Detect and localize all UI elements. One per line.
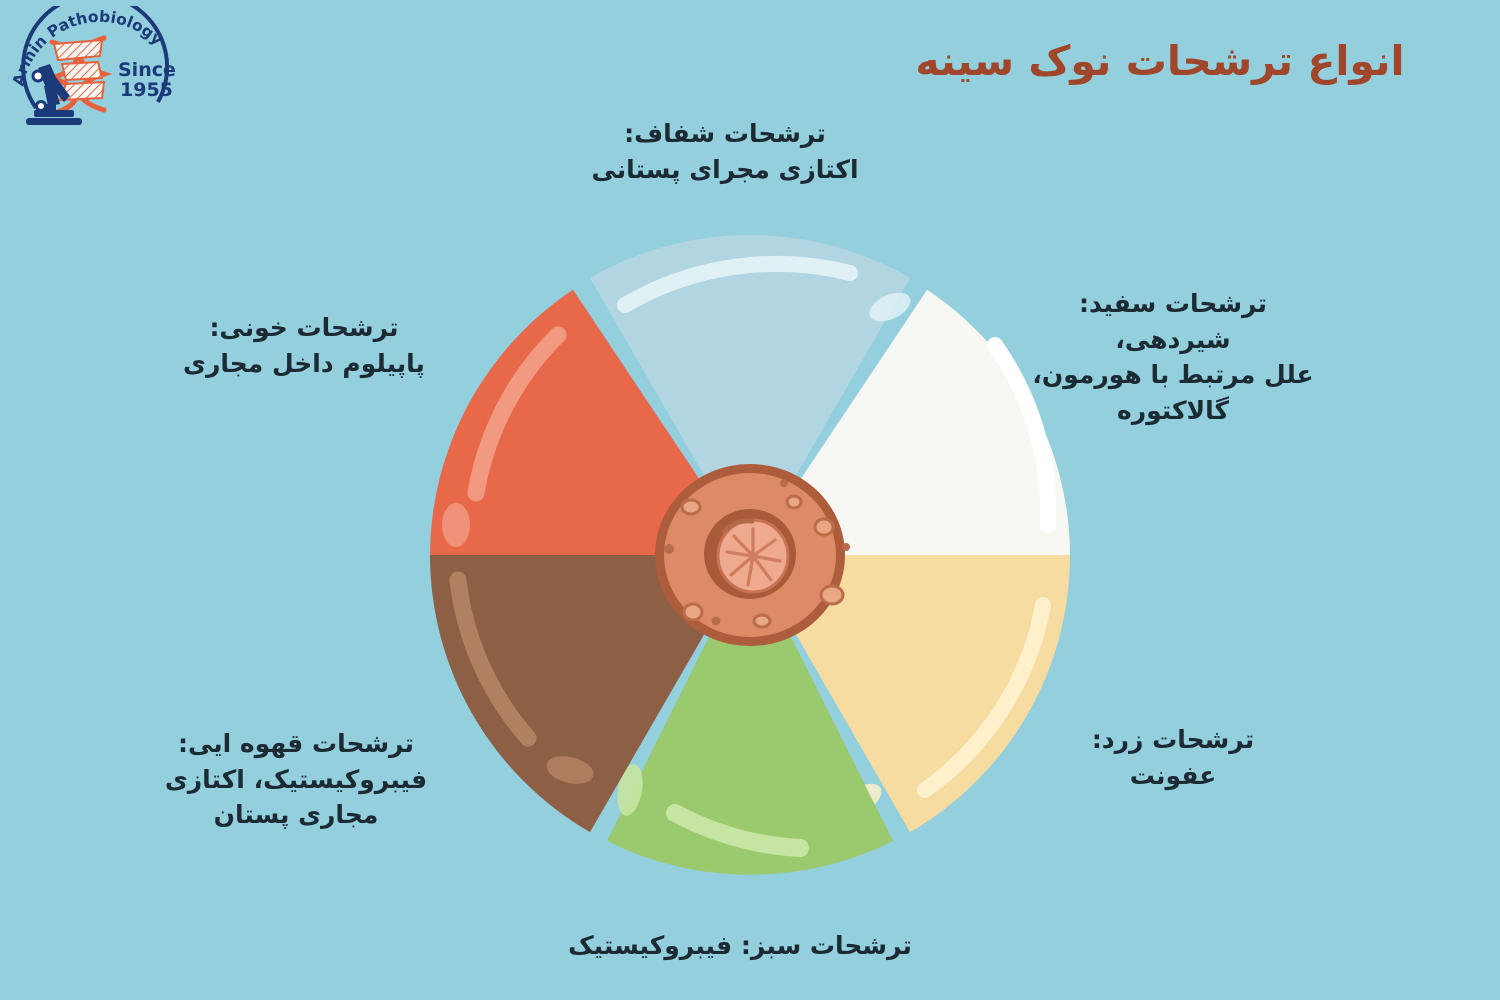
pie-slice-white[interactable] xyxy=(750,289,1070,555)
logo-since-label: Since xyxy=(118,59,176,81)
logo-ring-icon xyxy=(21,6,170,110)
slice-label-green: ترشحات سبز: فیبروکیستیک xyxy=(568,931,912,960)
page-title: انواع ترشحات نوک سینه xyxy=(915,37,1405,85)
slice-label-yellow: ترشحات زرد: عفونت xyxy=(1091,725,1255,790)
slice-label-white: ترشحات سفید: شیردهی، علل مرتبط با هورمون… xyxy=(1032,289,1314,425)
pie-slice-green[interactable] xyxy=(607,555,893,875)
slice-label-bloody: ترشحات خونی: پاپیلوم داخل مجاری xyxy=(183,313,425,378)
pie-slice-clear[interactable] xyxy=(590,235,915,555)
pie-slice-bloody[interactable] xyxy=(430,289,750,555)
armin-pathobiology-lab-logo: Armin Pathobiology Lab Since 1955 xyxy=(8,6,188,134)
logo-since-year: 1955 xyxy=(120,79,173,101)
dna-helix-icon xyxy=(43,35,113,117)
nipple-areola-icon xyxy=(655,464,850,646)
microscope-icon xyxy=(26,64,82,125)
slice-label-clear: ترشحات شفاف: اکتازی مجرای پستانی xyxy=(591,119,859,184)
pie-slice-brown[interactable] xyxy=(430,555,750,833)
discharge-type-pie-chart xyxy=(380,225,1120,885)
slice-label-brown: ترشحات قهوه ایی: فیبروکیستیک، اکتازی مجا… xyxy=(164,729,428,829)
